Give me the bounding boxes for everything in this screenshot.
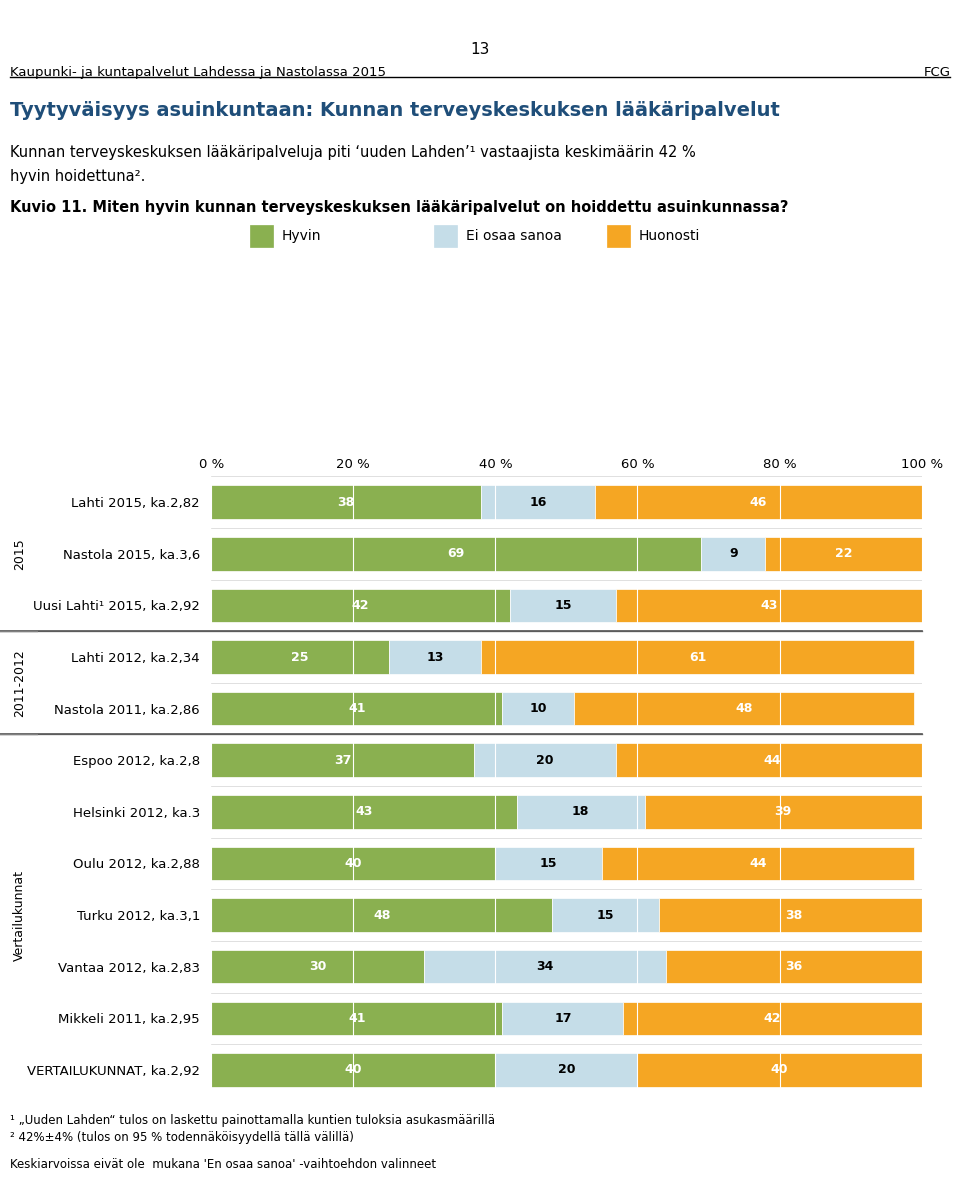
Bar: [510, 588, 616, 622]
Text: 39: 39: [775, 805, 792, 818]
Text: 22: 22: [834, 548, 852, 560]
Bar: [211, 588, 510, 622]
Bar: [637, 1053, 922, 1086]
Bar: [616, 743, 928, 777]
Bar: [765, 537, 922, 570]
Text: 36: 36: [785, 960, 803, 973]
Text: 25: 25: [291, 650, 309, 663]
Text: 37: 37: [334, 754, 351, 767]
Text: 48: 48: [373, 909, 391, 922]
Text: 17: 17: [554, 1012, 571, 1024]
Text: hyvin hoidettuna².: hyvin hoidettuna².: [10, 169, 145, 185]
Text: 40: 40: [771, 1064, 788, 1077]
Text: 2011-2012: 2011-2012: [12, 649, 26, 717]
Text: Huonosti: Huonosti: [638, 229, 700, 243]
Text: 44: 44: [763, 754, 781, 767]
Text: 40: 40: [345, 858, 362, 869]
Bar: [424, 950, 666, 984]
Bar: [211, 743, 474, 777]
Bar: [623, 1002, 922, 1035]
Text: 9: 9: [729, 548, 737, 560]
Text: 44: 44: [750, 858, 767, 869]
Bar: [495, 847, 602, 880]
Text: Kaupunki- ja kuntapalvelut Lahdessa ja Nastolassa 2015: Kaupunki- ja kuntapalvelut Lahdessa ja N…: [10, 66, 386, 79]
Text: 46: 46: [750, 495, 767, 509]
Text: ¹ „Uuden Lahden“ tulos on laskettu painottamalla kuntien tuloksia asukasmäärillä: ¹ „Uuden Lahden“ tulos on laskettu paino…: [10, 1114, 494, 1127]
Bar: [516, 796, 644, 829]
Bar: [211, 898, 552, 931]
Text: 38: 38: [338, 495, 355, 509]
Text: 69: 69: [447, 548, 465, 560]
Bar: [211, 1002, 502, 1035]
Text: 15: 15: [597, 909, 614, 922]
Bar: [474, 743, 616, 777]
Bar: [211, 1053, 495, 1086]
Text: 41: 41: [348, 1012, 366, 1024]
Bar: [211, 641, 389, 674]
Text: 20: 20: [558, 1064, 575, 1077]
Text: 61: 61: [689, 650, 707, 663]
Text: 43: 43: [760, 599, 778, 612]
Bar: [644, 796, 922, 829]
Text: 38: 38: [785, 909, 803, 922]
Text: Kunnan terveyskeskuksen lääkäripalveluja piti ‘uuden Lahden’¹ vastaajista keskim: Kunnan terveyskeskuksen lääkäripalveluja…: [10, 145, 695, 161]
Text: 16: 16: [529, 495, 546, 509]
Text: 15: 15: [540, 858, 558, 869]
Bar: [502, 692, 573, 725]
Bar: [250, 225, 273, 247]
Bar: [602, 847, 915, 880]
Bar: [211, 847, 495, 880]
Text: Hyvin: Hyvin: [281, 229, 321, 243]
Bar: [389, 641, 481, 674]
Text: 42: 42: [351, 599, 370, 612]
Text: 18: 18: [572, 805, 589, 818]
Bar: [481, 486, 595, 519]
Bar: [573, 692, 915, 725]
Bar: [211, 950, 424, 984]
Bar: [659, 898, 928, 931]
Text: Tyytyväisyys asuinkuntaan: Kunnan terveyskeskuksen lääkäripalvelut: Tyytyväisyys asuinkuntaan: Kunnan tervey…: [10, 101, 780, 120]
Text: 2015: 2015: [12, 538, 26, 569]
Bar: [702, 537, 765, 570]
Bar: [616, 588, 922, 622]
Text: Kuvio 11. Miten hyvin kunnan terveyskeskuksen lääkäripalvelut on hoiddettu asuin: Kuvio 11. Miten hyvin kunnan terveyskesk…: [10, 200, 788, 216]
Bar: [495, 1053, 637, 1086]
Bar: [552, 898, 659, 931]
Text: FCG: FCG: [924, 66, 950, 79]
Text: 30: 30: [309, 960, 326, 973]
Text: 43: 43: [355, 805, 372, 818]
Text: 10: 10: [529, 703, 547, 715]
Text: 13: 13: [426, 650, 444, 663]
Text: 15: 15: [554, 599, 571, 612]
Text: Keskiarvoissa eivät ole  mukana 'En osaa sanoa' -vaihtoehdon valinneet: Keskiarvoissa eivät ole mukana 'En osaa …: [10, 1158, 436, 1171]
Bar: [666, 950, 922, 984]
Bar: [502, 1002, 623, 1035]
Text: 34: 34: [537, 960, 554, 973]
Bar: [211, 692, 502, 725]
Bar: [211, 486, 481, 519]
Bar: [595, 486, 922, 519]
Text: Ei osaa sanoa: Ei osaa sanoa: [466, 229, 562, 243]
Text: 42: 42: [763, 1012, 781, 1024]
Bar: [607, 225, 630, 247]
Bar: [211, 796, 516, 829]
Text: Vertailukunnat: Vertailukunnat: [12, 869, 26, 961]
Text: 13: 13: [470, 42, 490, 57]
Text: 41: 41: [348, 703, 366, 715]
Bar: [481, 641, 915, 674]
Text: 40: 40: [345, 1064, 362, 1077]
Text: ² 42%±4% (tulos on 95 % todennäköisyydellä tällä välillä): ² 42%±4% (tulos on 95 % todennäköisyydel…: [10, 1131, 353, 1145]
Text: 48: 48: [735, 703, 753, 715]
Bar: [434, 225, 457, 247]
Bar: [211, 537, 702, 570]
Text: 20: 20: [537, 754, 554, 767]
